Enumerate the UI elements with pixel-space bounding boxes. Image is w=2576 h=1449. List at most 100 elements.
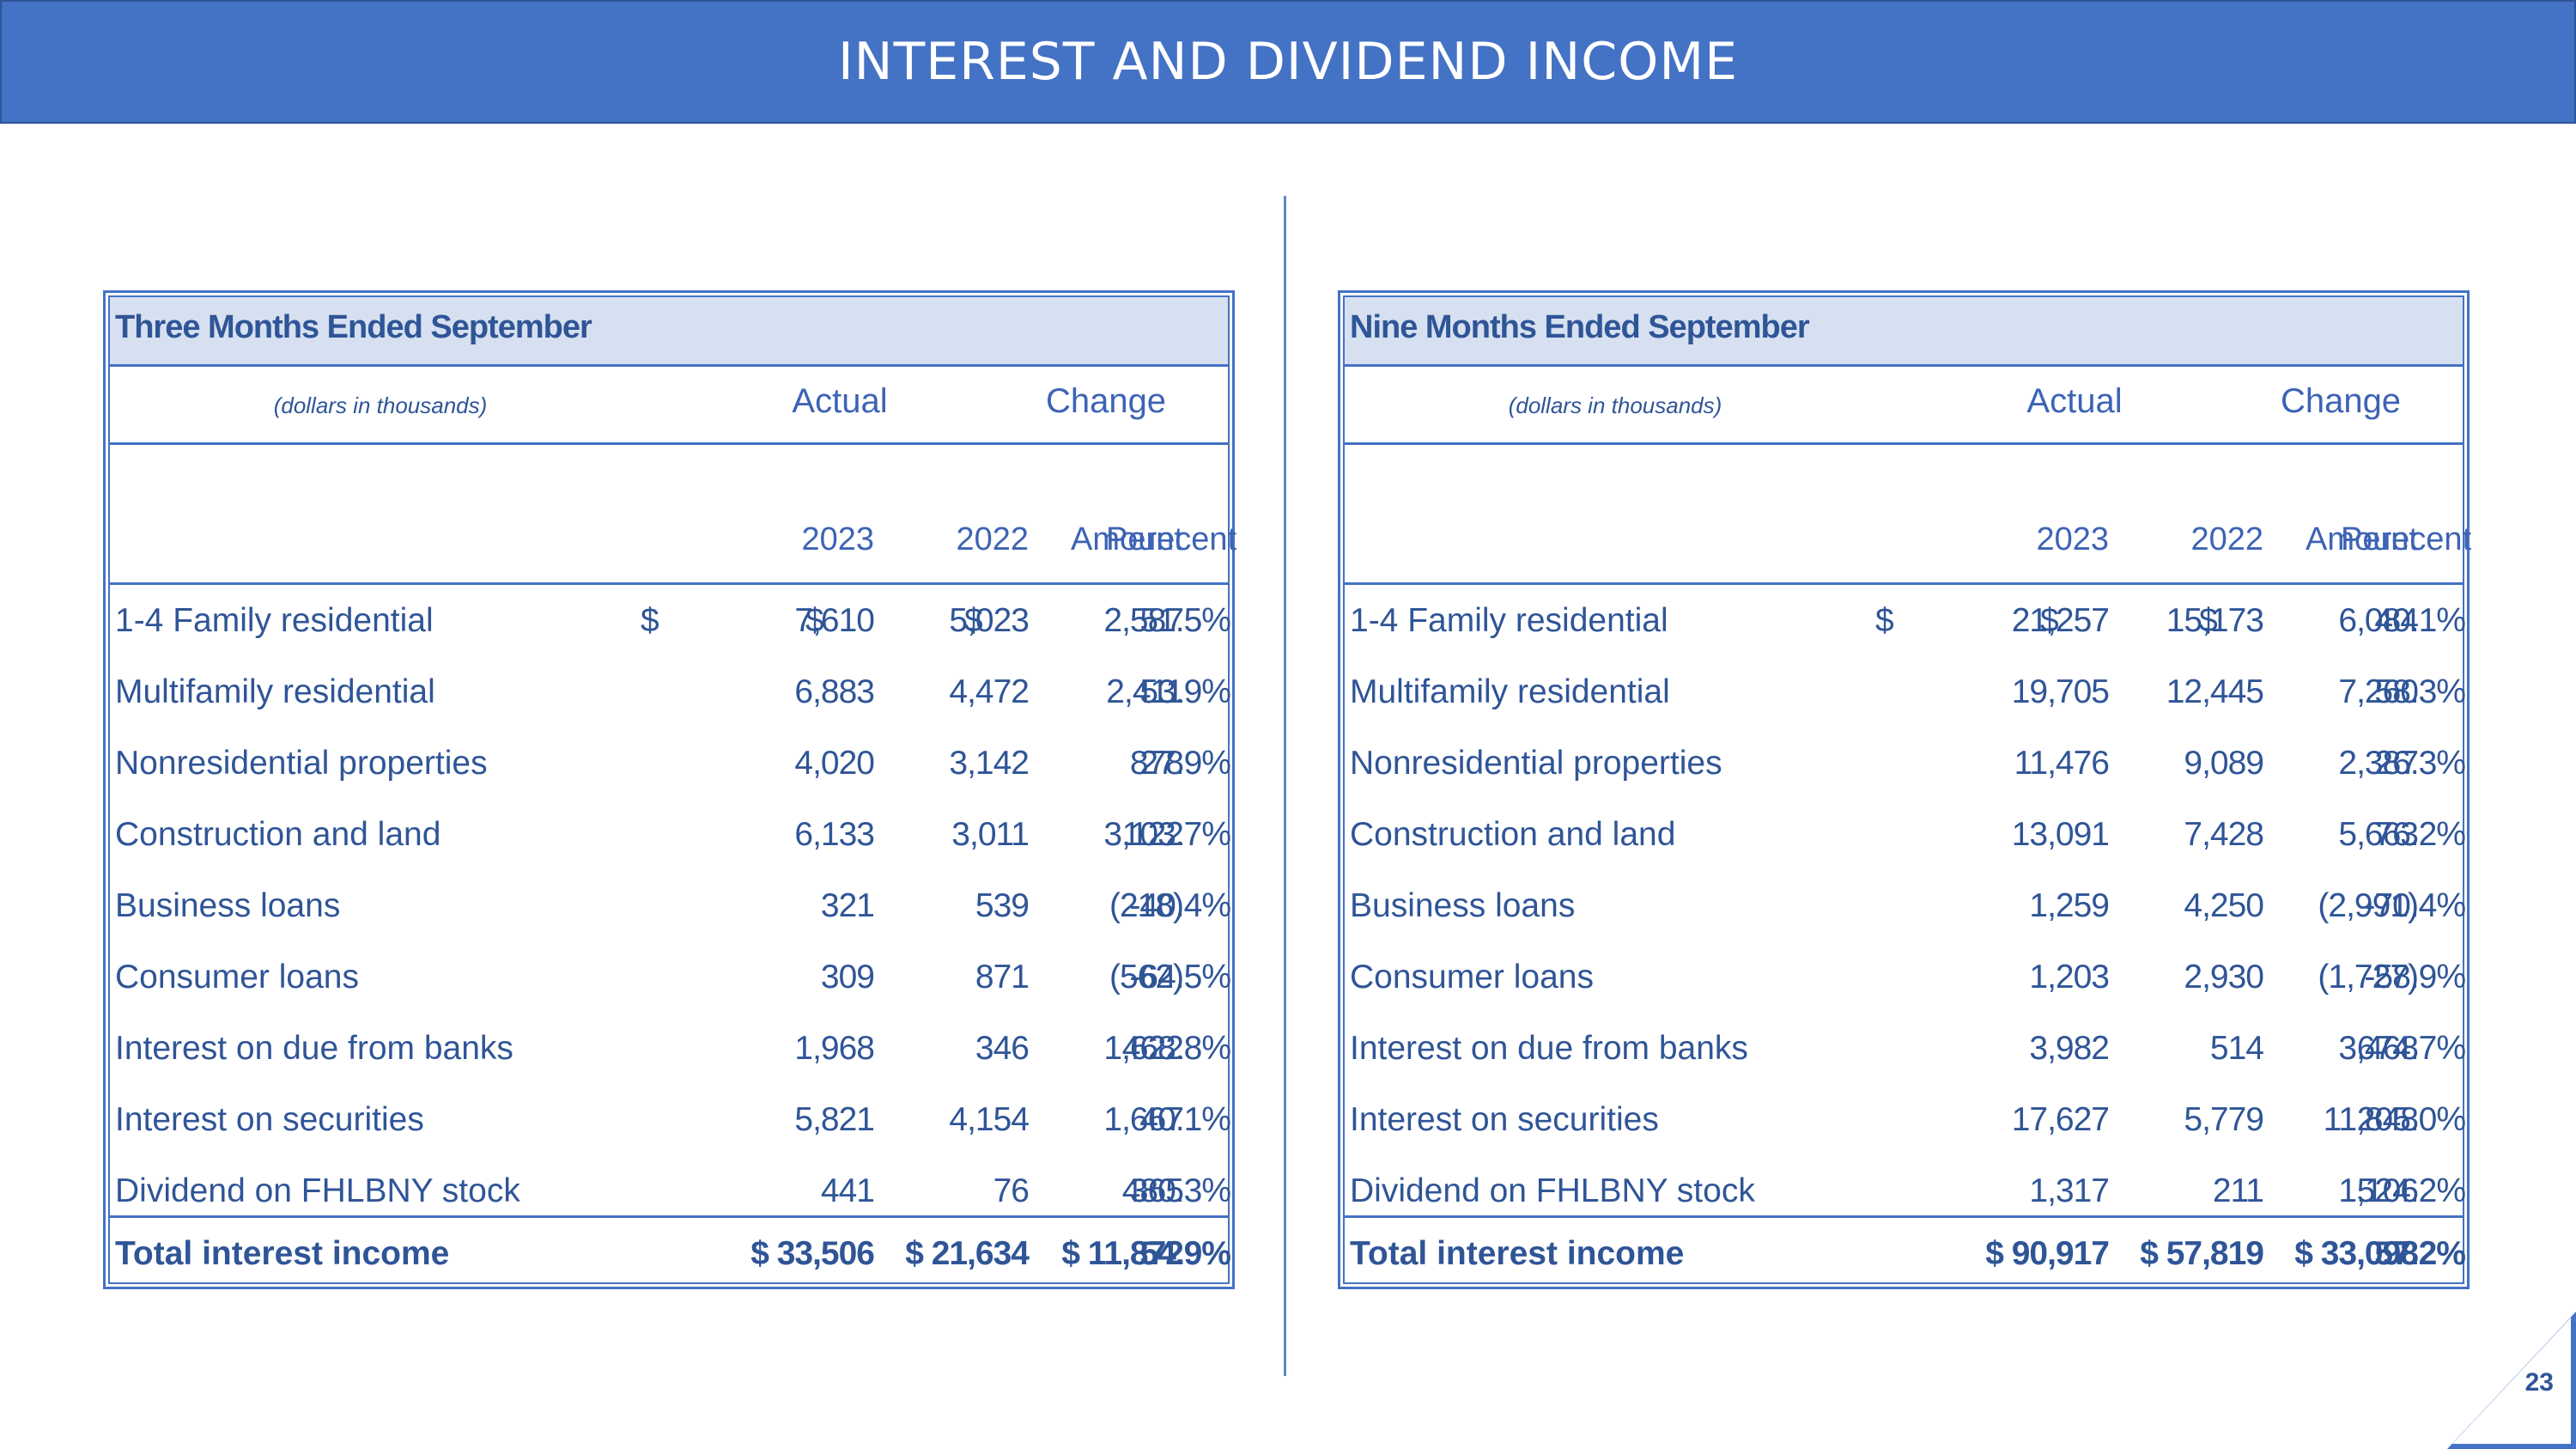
row-label: Nonresidential properties: [115, 745, 488, 782]
table-title: Three Months Ended September: [115, 309, 592, 345]
value-2023: 11,476: [2014, 745, 2110, 782]
value-amount: (562): [1109, 959, 1184, 995]
value-2022: 211: [2212, 1172, 2264, 1209]
col-2022: 2022: [956, 521, 1029, 557]
table-row: Dividend on FHLBNY stock 1,317 211 1,106 524…: [1345, 1155, 2466, 1227]
value-percent: -70.4%: [2364, 887, 2466, 924]
value-amount: 1,667: [1103, 1101, 1184, 1138]
value-amount: 2,587: [1103, 602, 1184, 639]
value-percent: -58.9%: [2364, 959, 2466, 995]
table-row: Interest on due from banks 1,968 346 1,622 4…: [110, 1013, 1231, 1084]
row-label: Nonresidential properties: [1350, 745, 1722, 782]
corner-triangle-inner: [2452, 1318, 2571, 1444]
total-2023: $ 90,917: [1985, 1235, 2110, 1272]
group-header-row: (dollars in thousands) Actual Change: [110, 367, 1228, 445]
table-row: Multifamily residential 19,705 12,445 7,260…: [1345, 656, 2466, 728]
value-2023: 321: [820, 887, 875, 924]
total-label: Total interest income: [1350, 1235, 1685, 1272]
value-2022: 5,779: [2184, 1101, 2264, 1138]
center-divider: [1284, 196, 1286, 1376]
table-row: Construction and land 6,133 3,011 3,122 103.…: [110, 799, 1231, 870]
value-2023: 6,883: [794, 673, 875, 710]
table-row: Multifamily residential 6,883 4,472 2,411 53…: [110, 656, 1231, 728]
value-amount: 11,848: [2323, 1101, 2419, 1138]
value-2023: 1,203: [2029, 959, 2110, 995]
column-header-row: 2023 2022 Amount Perecent: [1345, 445, 2472, 585]
value-amount: 5,663: [2338, 816, 2419, 853]
total-label: Total interest income: [115, 1235, 450, 1272]
total-2023: $ 33,506: [750, 1235, 875, 1272]
value-2023: 3,982: [2029, 1030, 2110, 1067]
value-2022: 3,142: [949, 745, 1030, 782]
row-label: Interest on securities: [115, 1101, 424, 1138]
value-percent: 27.9%: [1139, 745, 1231, 782]
value-amount: 365: [1129, 1172, 1184, 1209]
value-percent: 51.5%: [1139, 602, 1231, 639]
table-row: Business loans 1,259 4,250 (2,991) -70.4%: [1345, 870, 2466, 941]
value-2023: 6,133: [794, 816, 875, 853]
value-percent: 674.7%: [2356, 1030, 2466, 1067]
total-row: Total interest income $ 90,917 $ 57,819 …: [1345, 1215, 2466, 1287]
value-2023: 441: [820, 1172, 875, 1209]
value-2022: 4,472: [949, 673, 1030, 710]
value-2023: 309: [820, 959, 875, 995]
total-2022: $ 21,634: [905, 1235, 1030, 1272]
value-percent: 76.2%: [2374, 816, 2466, 853]
currency-amount: $: [2199, 602, 2218, 639]
value-2022: 12,445: [2166, 673, 2264, 710]
value-percent: 53.9%: [1139, 673, 1231, 710]
currency-2022: $: [2040, 602, 2059, 639]
column-header-row: 2023 2022 Amount Perecent: [110, 445, 1236, 585]
col-amount: Amount: [2306, 521, 2418, 557]
row-label: Multifamily residential: [115, 673, 435, 710]
row-label: 1-4 Family residential: [1350, 602, 1668, 639]
value-2023: 17,627: [2011, 1101, 2110, 1138]
col-2023: 2023: [2036, 521, 2109, 557]
row-label: Dividend on FHLBNY stock: [1350, 1172, 1755, 1209]
value-amount: 3,122: [1103, 816, 1184, 853]
table-row: Interest on securities 17,627 5,779 11,848 2…: [1345, 1084, 2466, 1155]
table-row: Interest on securities 5,821 4,154 1,667 40.…: [110, 1084, 1231, 1155]
value-2022: 15,173: [2166, 602, 2264, 639]
value-2022: 76: [993, 1172, 1030, 1209]
row-label: Consumer loans: [115, 959, 359, 995]
value-amount: 7,260: [2338, 673, 2419, 710]
total-amount: $ 33,098: [2294, 1235, 2419, 1272]
col-2022: 2022: [2190, 521, 2263, 557]
value-2022: 4,154: [949, 1101, 1030, 1138]
value-2022: 4,250: [2184, 887, 2264, 924]
value-percent: -40.4%: [1129, 887, 1231, 924]
total-percent: 57.2%: [2374, 1235, 2466, 1272]
row-label: Consumer loans: [1350, 959, 1594, 995]
table-row: Construction and land 13,091 7,428 5,663 76.…: [1345, 799, 2466, 870]
table-row: 1-4 Family residential $ $ $21,257 15,173 6,0…: [1345, 585, 2466, 656]
col-percent: Perecent: [2341, 521, 2472, 557]
value-2022: 346: [975, 1030, 1030, 1067]
value-2023: 1,259: [2029, 887, 2110, 924]
total-percent: 54.9%: [1139, 1235, 1231, 1272]
value-percent: 26.3%: [2374, 745, 2466, 782]
table-header-band: Nine Months Ended September: [1345, 297, 2463, 367]
value-2022: 871: [975, 959, 1030, 995]
col-amount: Amount: [1071, 521, 1183, 557]
value-2022: 7,428: [2184, 816, 2264, 853]
page-number: 23: [2524, 1368, 2554, 1397]
table-row: Nonresidential properties 4,020 3,142 878 27…: [110, 728, 1231, 799]
value-percent: 480.3%: [1121, 1172, 1231, 1209]
group-actual: Actual: [2026, 382, 2123, 420]
row-label: Interest on due from banks: [1350, 1030, 1748, 1067]
value-2023: 13,091: [2011, 816, 2110, 853]
units-note: (dollars in thousands): [273, 393, 488, 418]
value-amount: 2,411: [1106, 673, 1184, 710]
value-2023: 1,317: [2029, 1172, 2110, 1209]
value-2022: 3,011: [951, 816, 1030, 853]
group-actual: Actual: [792, 382, 888, 420]
value-amount: 878: [1129, 745, 1184, 782]
row-label: Construction and land: [115, 816, 441, 853]
row-label: 1-4 Family residential: [115, 602, 434, 639]
value-2022: 2,930: [2184, 959, 2264, 995]
value-2023: 21,257: [2011, 602, 2110, 639]
table-row: Nonresidential properties 11,476 9,089 2,38…: [1345, 728, 2466, 799]
currency-2023: $: [641, 602, 659, 639]
table-title: Nine Months Ended September: [1350, 309, 1810, 345]
